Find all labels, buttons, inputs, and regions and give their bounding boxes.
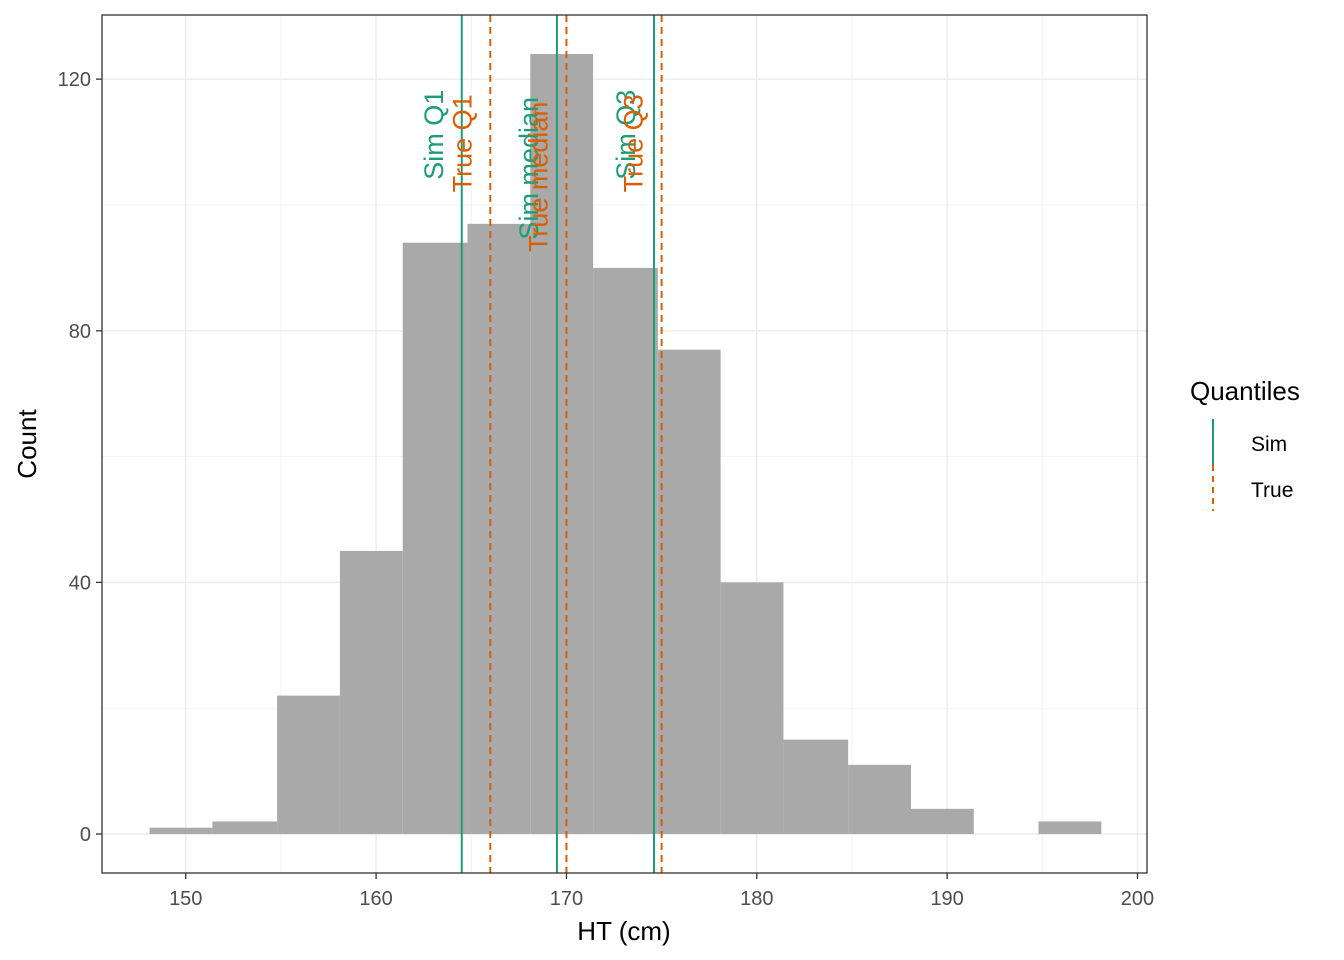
quantile-lines	[460, 15, 663, 873]
histogram-bar	[467, 223, 531, 834]
y-tick-label: 40	[69, 572, 91, 594]
histogram-bars	[149, 54, 1102, 835]
histogram-bar	[593, 267, 658, 834]
x-tick-label: 180	[740, 888, 773, 910]
plot-panel-border	[101, 14, 1148, 874]
histogram-bar	[720, 582, 784, 834]
x-tick-label: 160	[359, 888, 392, 910]
x-tick-label: 200	[1121, 888, 1154, 910]
x-axis-title: HT (cm)	[577, 916, 670, 946]
histogram-bar	[1038, 821, 1102, 834]
histogram-bar	[277, 695, 340, 834]
legend: Quantiles Sim True	[1190, 376, 1300, 511]
quantile-label: True median	[523, 102, 553, 253]
x-tick-label: 170	[550, 888, 583, 910]
histogram-bar	[910, 808, 974, 834]
x-tick-label: 190	[930, 888, 963, 910]
x-tick-label: 150	[169, 888, 202, 910]
histogram-bar	[530, 54, 594, 834]
y-tick-label: 0	[80, 824, 91, 846]
legend-title: Quantiles	[1190, 376, 1300, 406]
histogram-bar	[402, 242, 468, 835]
histogram-bar	[212, 821, 278, 834]
y-axis-title: Count	[12, 409, 42, 479]
quantile-label: True Q3	[619, 94, 649, 192]
y-axis-ticks: 0 40 80 120	[58, 69, 102, 846]
quantile-label: Sim Q1	[419, 90, 449, 180]
y-tick-label: 120	[58, 69, 91, 91]
histogram-bar	[848, 764, 911, 834]
histogram-bar	[657, 349, 721, 834]
histogram-bar	[339, 550, 403, 834]
quantile-label: True Q1	[447, 94, 477, 192]
quantile-label: Sim Q3	[611, 90, 641, 180]
x-axis-ticks: 150 160 170 180 190 200	[169, 873, 1154, 910]
legend-label-true: True	[1251, 479, 1293, 502]
histogram-bar	[783, 739, 849, 834]
quantile-label: Sim median	[514, 97, 544, 240]
histogram-bar	[149, 827, 213, 834]
legend-label-sim: Sim	[1251, 433, 1287, 456]
y-tick-label: 80	[69, 321, 91, 343]
